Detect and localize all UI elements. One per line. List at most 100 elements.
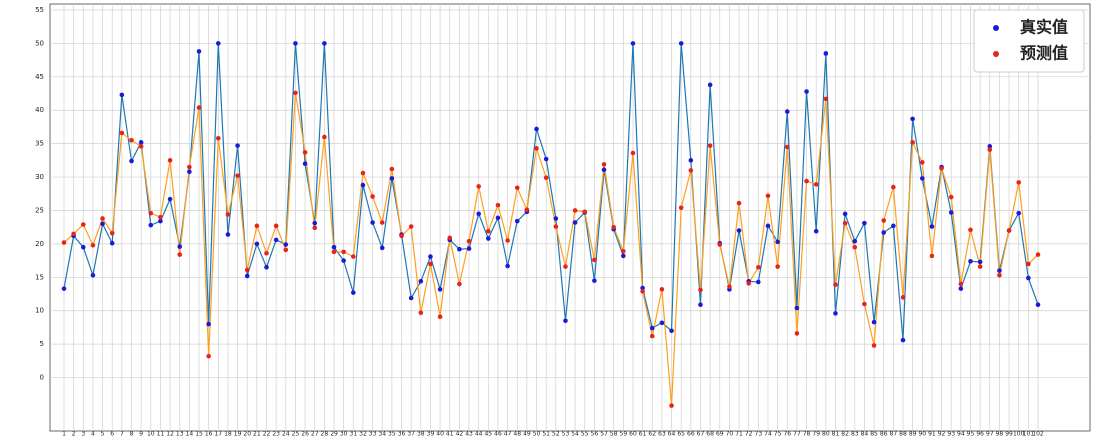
point (360, 170, 366, 176)
point (129, 158, 134, 164)
x-tick-label: 34 (378, 431, 386, 438)
x-tick-label: 2 (72, 431, 76, 438)
point (418, 279, 424, 284)
point (399, 233, 404, 239)
x-tick-label: 1 (62, 431, 66, 438)
point (727, 284, 732, 289)
point (649, 325, 655, 331)
point (563, 318, 568, 324)
x-tick-label: 40 (436, 431, 444, 438)
point (688, 168, 694, 173)
x-tick-label: 24 (282, 431, 290, 438)
point (158, 218, 163, 224)
x-tick-label: 96 (976, 431, 984, 438)
point (264, 264, 269, 270)
point (80, 222, 86, 227)
point (457, 246, 462, 252)
point (514, 185, 520, 191)
point (958, 281, 964, 287)
y-tick-label: 40 (35, 106, 44, 114)
point (187, 164, 192, 170)
y-tick-label: 30 (35, 173, 44, 181)
point (881, 230, 887, 235)
legend-box (973, 9, 1085, 73)
point (862, 301, 867, 307)
point (717, 242, 723, 247)
x-tick-label: 61 (639, 431, 647, 438)
point (611, 224, 616, 230)
point (148, 222, 154, 228)
point (1035, 252, 1041, 257)
point (428, 254, 433, 259)
x-tick-label: 88 (899, 431, 907, 438)
point (408, 295, 414, 301)
point (283, 242, 289, 247)
point (900, 337, 906, 343)
point (601, 167, 607, 173)
x-tick-label: 49 (523, 431, 531, 438)
point (138, 144, 144, 149)
x-tick-label: 37 (407, 431, 415, 438)
point (572, 208, 578, 213)
point (871, 343, 877, 348)
point (621, 253, 626, 259)
point (119, 130, 125, 136)
point (351, 254, 356, 259)
x-tick-label: 25 (292, 431, 300, 438)
x-tick-label: 4 (91, 431, 95, 438)
point (1016, 210, 1022, 216)
x-tick-label: 94 (957, 431, 965, 438)
x-tick-label: 60 (629, 431, 637, 438)
x-tick-label: 30 (340, 431, 348, 438)
point (649, 333, 655, 339)
x-tick-label: 19 (234, 431, 242, 438)
point (698, 287, 703, 293)
x-tick-label: 45 (484, 431, 492, 438)
point (167, 196, 173, 202)
y-tick-label: 35 (35, 140, 44, 148)
x-tick-label: 35 (388, 431, 396, 438)
point (379, 245, 385, 251)
point (486, 228, 491, 234)
point (457, 281, 462, 287)
x-tick-label: 78 (803, 431, 811, 438)
x-tick-label: 7 (120, 431, 124, 438)
y-tick-label: 5 (40, 340, 44, 348)
point (360, 182, 366, 188)
point (592, 257, 597, 263)
point (736, 200, 742, 206)
point (948, 210, 954, 215)
x-tick-label: 3 (81, 431, 85, 438)
point (244, 267, 250, 273)
point (572, 220, 578, 225)
point (900, 295, 906, 300)
point (322, 134, 327, 140)
x-tick-label: 97 (986, 431, 994, 438)
point (466, 238, 472, 244)
y-tick-label: 20 (35, 240, 44, 248)
point (948, 194, 954, 200)
x-tick-label: 85 (870, 431, 878, 438)
point (823, 51, 829, 56)
x-tick-label: 71 (735, 431, 743, 438)
point (283, 247, 289, 253)
point (273, 237, 279, 243)
x-tick-label: 93 (947, 431, 955, 438)
point (167, 158, 173, 163)
x-tick-label: 33 (369, 431, 377, 438)
point (833, 282, 838, 287)
point (784, 109, 790, 114)
x-tick-label: 20 (243, 431, 251, 438)
x-tick-label: 23 (272, 431, 280, 438)
point (1006, 228, 1012, 233)
point (987, 147, 993, 152)
y-tick-label: 55 (35, 6, 44, 14)
series-line (63, 92, 1039, 406)
point (235, 143, 240, 148)
x-tick-label: 47 (504, 431, 512, 438)
point (206, 321, 211, 327)
point (437, 314, 443, 320)
x-tick-label: 66 (687, 431, 695, 438)
point (582, 209, 588, 215)
